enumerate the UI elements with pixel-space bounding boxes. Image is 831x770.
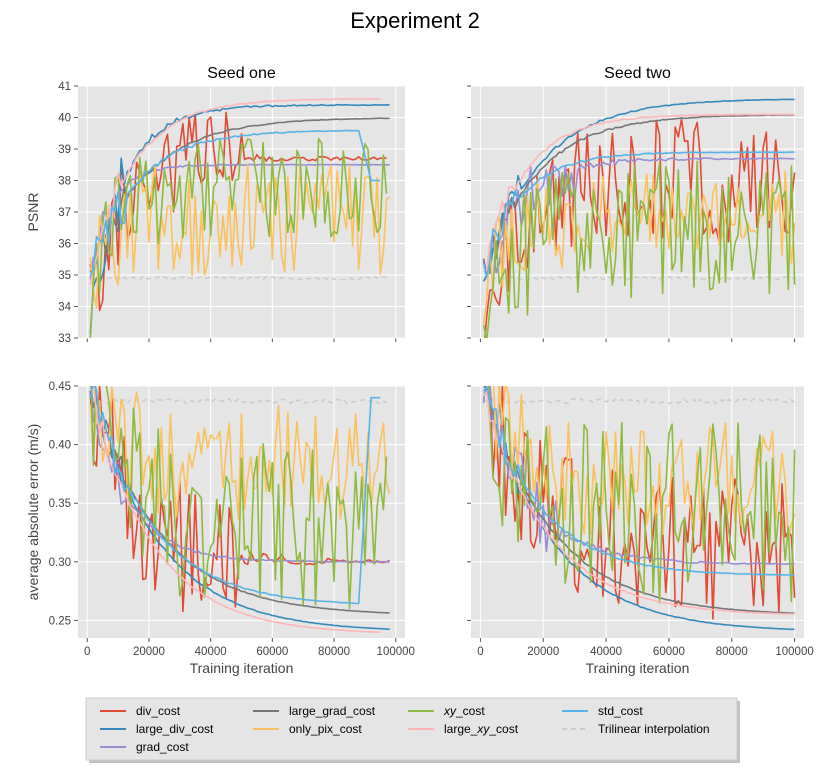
- y-tick-label: 33: [58, 333, 71, 345]
- x-tick-label: 0: [477, 646, 483, 658]
- y-tick-label: 40: [58, 113, 71, 125]
- y-tick-label: 39: [58, 144, 71, 156]
- x-tick-label: 100000: [377, 646, 415, 658]
- legend-label: std_cost: [598, 704, 643, 718]
- series-line-large_xy_cost: [482, 390, 795, 615]
- legend-label: only_pix_cost: [289, 722, 362, 736]
- series-group: [482, 98, 796, 338]
- y-tick-label: 0.30: [49, 557, 71, 569]
- x-tick-label: 80000: [318, 646, 350, 658]
- series-line-xy_cost: [487, 386, 796, 604]
- series-line-large_xy_cost: [92, 386, 381, 633]
- series-line-large_grad_cost: [482, 114, 795, 278]
- series-line-std_cost: [89, 386, 381, 605]
- legend-label: large_div_cost: [136, 722, 214, 736]
- series-line-large_div_cost: [90, 386, 390, 630]
- x-tick-label: 20000: [133, 646, 165, 658]
- x-tick-label: 40000: [195, 646, 227, 658]
- series-line-grad_cost: [90, 386, 390, 563]
- series-line-xy_cost: [89, 137, 388, 338]
- series-group: [89, 386, 391, 633]
- series-line-grad_cost: [482, 386, 795, 565]
- y-tick-label: 41: [58, 81, 71, 93]
- series-line-std_cost: [482, 151, 795, 279]
- panel-3: 0 20000 40000 60000 80000 100000 0.25 0.30 0.35 0…: [25, 381, 415, 676]
- y-axis-label: average absolute error (m/s): [25, 424, 41, 601]
- x-tick-label: 20000: [527, 646, 559, 658]
- y-tick-label: 38: [58, 176, 71, 188]
- plot-panels: 33 34 35 36 37 38 39 40 41 Seed one PSNR Seed two 0 2…: [25, 65, 814, 676]
- y-tick-label: 0.45: [49, 381, 71, 393]
- series-line-std_cost: [89, 129, 381, 278]
- legend-label: large_xy_cost: [444, 722, 519, 736]
- legend-label: large_grad_cost: [289, 704, 376, 718]
- y-tick-label: 34: [58, 302, 71, 314]
- series-line-large_div_cost: [482, 98, 795, 282]
- x-tick-label: 40000: [590, 646, 622, 658]
- panel-title: Seed two: [604, 65, 671, 82]
- x-tick-label: 100000: [775, 646, 813, 658]
- x-axis-label: Training iteration: [190, 660, 294, 676]
- legend-label: grad_cost: [136, 740, 189, 754]
- panel-title: Seed one: [207, 65, 276, 82]
- x-tick-label: 60000: [256, 646, 288, 658]
- series-line-trilinear-interpolation: [483, 398, 796, 405]
- panel-4: 0 20000 40000 60000 80000 100000 Training iter…: [467, 385, 814, 676]
- y-tick-label: 0.35: [49, 498, 71, 510]
- x-tick-label: 60000: [653, 646, 685, 658]
- series-line-std_cost: [482, 386, 795, 576]
- y-tick-label: 35: [58, 270, 71, 282]
- series-line-large_xy_cost: [483, 113, 795, 273]
- y-tick-label: 36: [58, 239, 71, 251]
- series-line-xy_cost: [90, 386, 388, 610]
- panel-1: 33 34 35 36 37 38 39 40 41 Seed one PSNR: [25, 65, 405, 345]
- series-line-large_div_cost: [89, 103, 390, 334]
- y-axis-label: PSNR: [25, 193, 41, 232]
- x-axis-label: Training iteration: [586, 660, 690, 676]
- series-group: [89, 97, 391, 338]
- x-tick-label: 0: [84, 646, 90, 658]
- legend-label: xy_cost: [443, 704, 485, 718]
- series-line-large_xy_cost: [89, 97, 381, 286]
- legend-label: Trilinear interpolation: [598, 722, 710, 736]
- y-tick-label: 0.25: [49, 615, 71, 627]
- x-tick-label: 80000: [716, 646, 748, 658]
- y-tick-label: 0.40: [49, 440, 71, 452]
- series-line-trilinear-interpolation: [89, 398, 387, 405]
- figure-title: Experiment 2: [350, 8, 480, 33]
- legend-label: div_cost: [136, 704, 181, 718]
- series-line-xy_cost: [482, 160, 796, 338]
- y-tick-label: 37: [58, 207, 71, 219]
- legend: div_cost large_div_cost grad_cost large_gra…: [85, 697, 740, 763]
- series-line-trilinear-interpolation: [90, 275, 387, 281]
- series-line-only_pix_cost: [89, 162, 391, 309]
- panel-2: Seed two: [467, 65, 804, 342]
- series-group: [482, 386, 796, 631]
- series-line-trilinear-interpolation: [483, 275, 795, 281]
